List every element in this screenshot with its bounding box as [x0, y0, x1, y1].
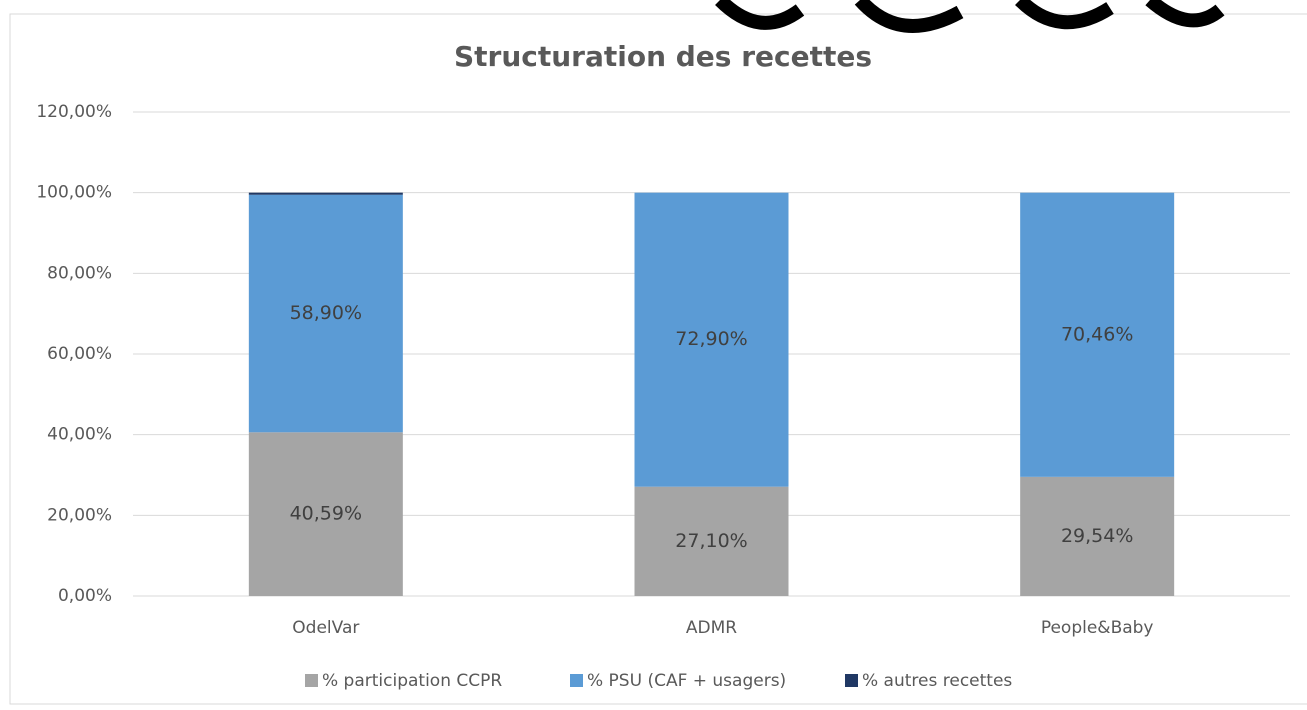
bar-segment [1020, 476, 1175, 596]
bar-segment [634, 192, 789, 487]
data-label: 58,90% [290, 302, 362, 324]
bar-segment [248, 432, 403, 596]
data-label: 27,10% [675, 530, 747, 552]
y-tick-label: 120,00% [36, 102, 112, 122]
bar-segment [1020, 192, 1175, 477]
data-label: 29,54% [1061, 525, 1133, 547]
legend-label: % autres recettes [862, 671, 1012, 691]
x-tick-label: ADMR [686, 618, 737, 638]
legend-swatch [570, 674, 583, 687]
data-label: 40,59% [290, 503, 362, 525]
legend-label: % participation CCPR [322, 671, 502, 691]
y-tick-label: 80,00% [47, 263, 112, 283]
legend-label: % PSU (CAF + usagers) [587, 671, 786, 691]
x-tick-label: People&Baby [1041, 618, 1154, 638]
chart-title: Structuration des recettes [454, 40, 872, 73]
y-tick-label: 40,00% [47, 425, 112, 445]
legend-swatch [845, 674, 858, 687]
bar-segment [248, 194, 403, 433]
y-tick-label: 0,00% [58, 586, 112, 606]
data-label: 72,90% [675, 328, 747, 350]
x-tick-label: OdelVar [292, 618, 359, 638]
y-tick-label: 100,00% [36, 183, 112, 203]
decoration [715, 0, 1225, 33]
y-tick-label: 20,00% [47, 505, 112, 525]
data-label: 70,46% [1061, 323, 1133, 345]
bar-segment [634, 486, 789, 596]
bar-segment [248, 192, 403, 195]
y-tick-label: 60,00% [47, 344, 112, 364]
legend-swatch [305, 674, 318, 687]
